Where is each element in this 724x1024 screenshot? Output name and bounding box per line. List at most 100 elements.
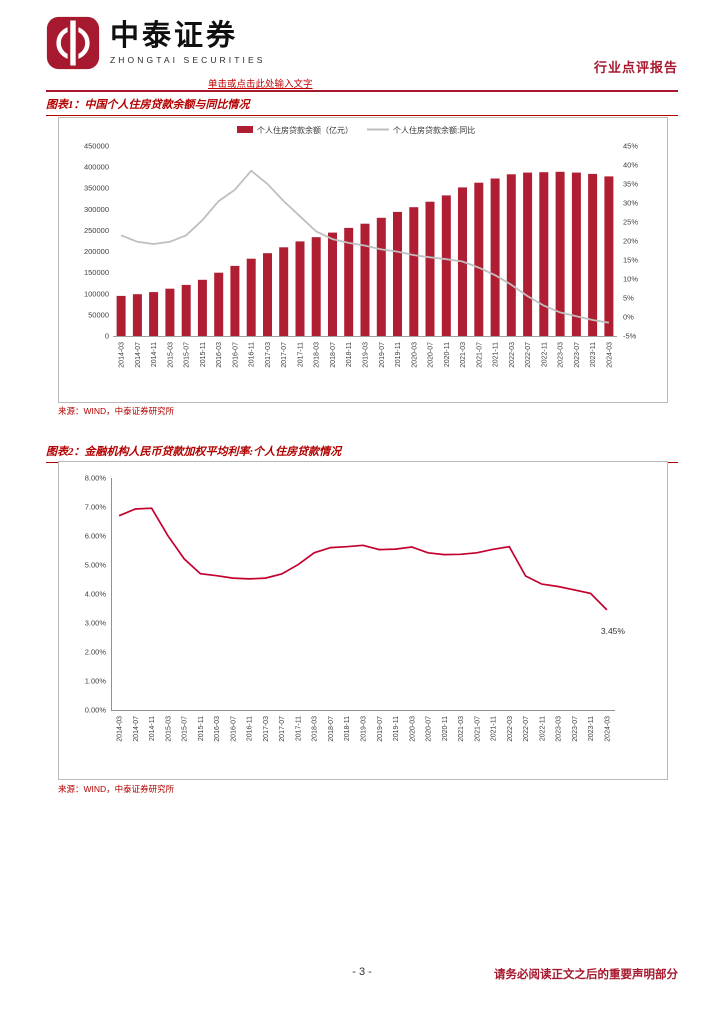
svg-text:2024-03: 2024-03 [604,716,611,742]
svg-text:2022-11: 2022-11 [541,342,548,367]
loan-balance-chart: 0 50000 100000 150000 200000 250000 300000 3500… [84,125,638,368]
svg-text:2016-07: 2016-07 [230,716,237,742]
svg-text:450000: 450000 [84,142,109,151]
svg-text:2014-07: 2014-07 [135,342,142,368]
svg-text:2020-11: 2020-11 [442,716,449,741]
figure2-chart-box: 0.00% 1.00% 2.00% 3.00% 4.00% 5.00% 6.00% 7.00%… [58,461,668,780]
logo-title: 中泰证券 [110,20,239,53]
svg-text:2014-03: 2014-03 [117,716,124,742]
svg-text:2024-03: 2024-03 [606,342,613,368]
svg-text:3.00%: 3.00% [85,619,107,628]
svg-text:2019-03: 2019-03 [361,716,368,742]
svg-text:2018-07: 2018-07 [328,716,335,742]
figure2-source: 来源：WIND，中泰证券研究所 [58,784,175,794]
svg-text:2019-11: 2019-11 [393,716,400,741]
svg-text:0%: 0% [623,313,634,322]
svg-text:25%: 25% [623,218,638,227]
svg-text:2014-03: 2014-03 [119,342,126,368]
svg-text:4.00%: 4.00% [85,590,107,599]
svg-text:2014-07: 2014-07 [133,716,140,742]
svg-text:2019-07: 2019-07 [379,342,386,368]
svg-text:2020-07: 2020-07 [428,342,435,368]
svg-text:2.00%: 2.00% [85,648,107,657]
svg-text:2023-11: 2023-11 [588,716,595,741]
svg-text:20%: 20% [623,237,638,246]
svg-text:2018-03: 2018-03 [314,342,321,368]
mortgage-rate-chart: 0.00% 1.00% 2.00% 3.00% 4.00% 5.00% 6.00% 7.00%… [85,474,626,742]
svg-text:个人住房贷款余额（亿元）: 个人住房贷款余额（亿元） [257,125,353,135]
svg-text:2017-07: 2017-07 [279,716,286,742]
logo-text: 中泰证券 ZHONGTAI SECURITIES [110,20,266,65]
figure1-source: 来源：WIND，中泰证券研究所 [58,406,175,416]
svg-text:2015-11: 2015-11 [200,342,207,367]
svg-text:2021-11: 2021-11 [493,342,500,367]
svg-text:10%: 10% [623,275,638,284]
svg-text:7.00%: 7.00% [85,503,107,512]
svg-text:3.45%: 3.45% [601,626,626,636]
svg-text:2017-03: 2017-03 [265,342,272,368]
svg-text:50000: 50000 [88,310,109,319]
report-type-label: 行业点评报告 [593,60,678,75]
header-logo: 中泰证券 ZHONGTAI SECURITIES [46,16,266,70]
svg-text:250000: 250000 [84,226,109,235]
placeholder-note[interactable]: 单击或点击此处输入文字 [208,79,313,90]
svg-text:2015-03: 2015-03 [165,716,172,742]
svg-text:2016-03: 2016-03 [214,716,221,742]
svg-text:2019-03: 2019-03 [363,342,370,368]
svg-text:2020-03: 2020-03 [409,716,416,742]
svg-text:2016-11: 2016-11 [247,716,254,741]
svg-text:0.00%: 0.00% [85,706,107,715]
svg-text:400000: 400000 [84,163,109,172]
svg-text:2017-07: 2017-07 [281,342,288,368]
svg-text:100000: 100000 [84,289,109,298]
svg-text:2023-07: 2023-07 [572,716,579,742]
svg-text:30%: 30% [623,199,638,208]
svg-text:2018-07: 2018-07 [330,342,337,368]
svg-text:2019-07: 2019-07 [377,716,384,742]
svg-text:2014-11: 2014-11 [149,716,156,741]
svg-text:2021-07: 2021-07 [476,342,483,368]
svg-text:150000: 150000 [84,268,109,277]
svg-text:2021-07: 2021-07 [474,716,481,742]
svg-text:2020-11: 2020-11 [444,342,451,367]
svg-text:2016-07: 2016-07 [232,342,239,368]
svg-text:2021-03: 2021-03 [458,716,465,742]
svg-text:200000: 200000 [84,247,109,256]
svg-text:0: 0 [105,332,109,341]
svg-text:2020-03: 2020-03 [411,342,418,368]
svg-text:1.00%: 1.00% [85,677,107,686]
logo-subtitle: ZHONGTAI SECURITIES [110,54,266,65]
svg-text:2022-07: 2022-07 [523,716,530,742]
figure1-chart-box: 0 50000 100000 150000 200000 250000 300000 3500… [58,117,668,403]
svg-text:2023-03: 2023-03 [556,716,563,742]
page-number: - 3 - [352,966,372,978]
svg-text:8.00%: 8.00% [85,474,107,483]
svg-text:5.00%: 5.00% [85,561,107,570]
svg-text:5%: 5% [623,294,634,303]
svg-text:2018-03: 2018-03 [312,716,319,742]
svg-text:2021-11: 2021-11 [491,716,498,741]
zhongtai-logo-icon [46,16,100,70]
svg-text:2021-03: 2021-03 [460,342,467,368]
figure2-title: 图表2：金融机构人民币贷款加权平均利率:个人住房贷款情况 [46,443,678,463]
figure1-title: 图表1：中国个人住房贷款余额与同比情况 [46,96,678,116]
svg-text:2022-07: 2022-07 [525,342,532,368]
svg-text:2015-11: 2015-11 [198,716,205,741]
svg-text:2023-03: 2023-03 [558,342,565,368]
svg-text:个人住房贷款余额:同比: 个人住房贷款余额:同比 [393,125,475,135]
svg-text:2022-03: 2022-03 [509,342,516,368]
svg-text:2018-11: 2018-11 [346,342,353,367]
svg-text:-5%: -5% [623,332,637,341]
footer-disclaimer: 请务必阅读正文之后的重要声明部分 [494,969,678,981]
svg-text:2015-07: 2015-07 [184,342,191,368]
svg-text:6.00%: 6.00% [85,532,107,541]
svg-text:2022-11: 2022-11 [539,716,546,741]
svg-text:2023-07: 2023-07 [574,342,581,368]
svg-text:2023-11: 2023-11 [590,342,597,367]
svg-text:35%: 35% [623,180,638,189]
svg-text:2017-11: 2017-11 [295,716,302,741]
svg-text:2019-11: 2019-11 [395,342,402,367]
svg-text:2014-11: 2014-11 [151,342,158,367]
svg-text:300000: 300000 [84,205,109,214]
